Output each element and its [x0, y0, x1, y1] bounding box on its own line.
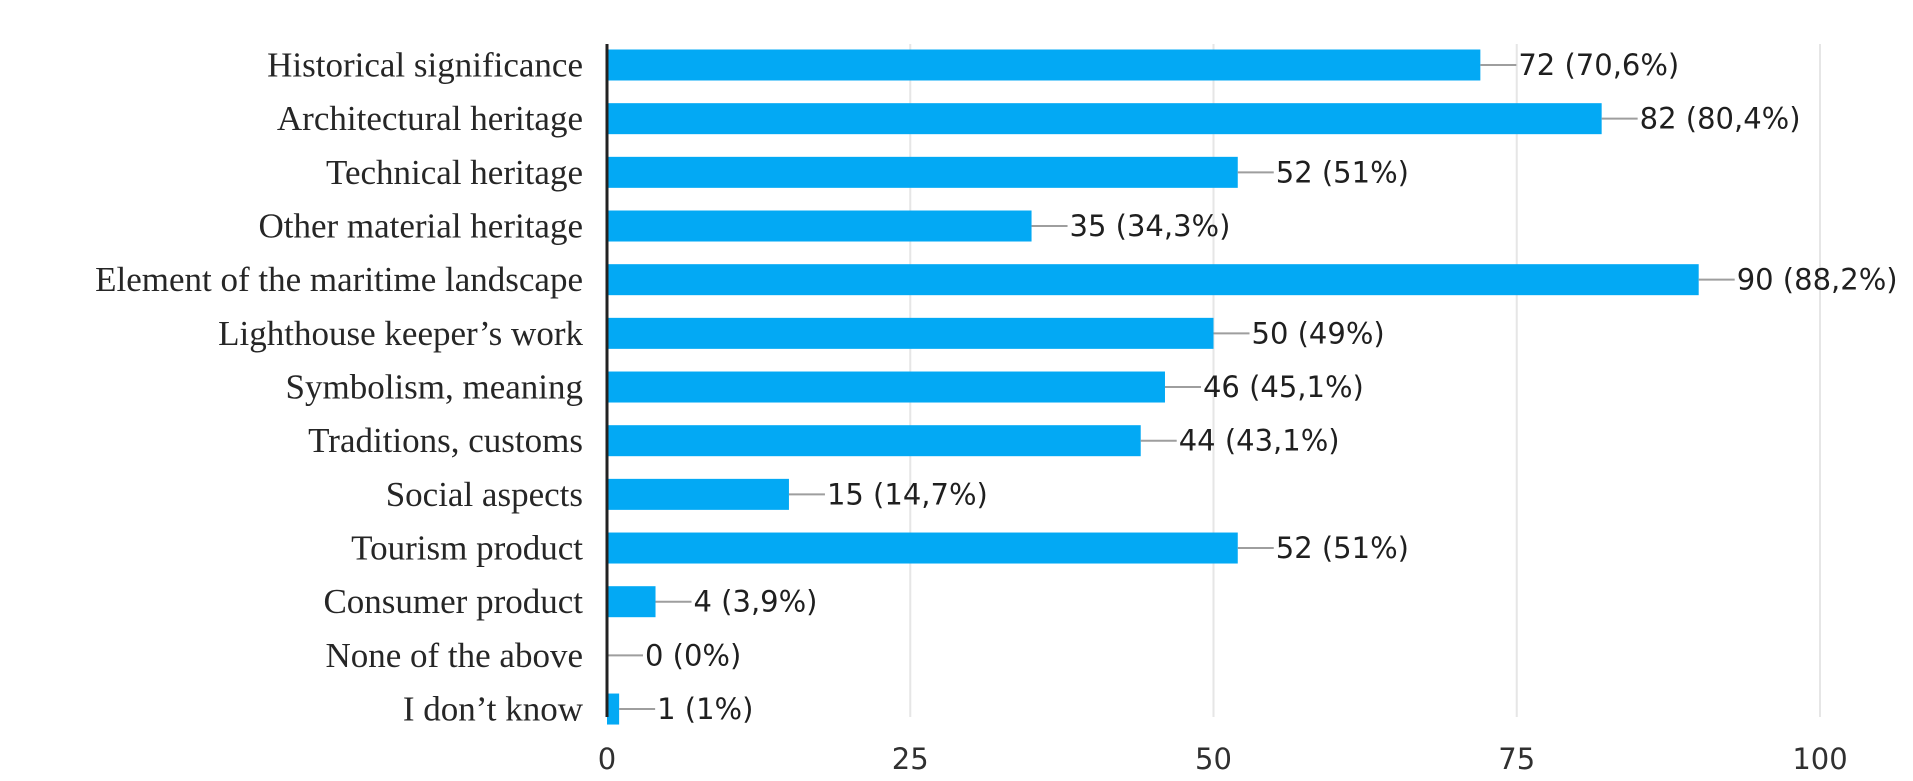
category-label: I don’t know: [403, 690, 584, 729]
data-label: 1 (1%): [657, 692, 753, 726]
category-label: Architectural heritage: [277, 99, 583, 138]
x-tick-label: 0: [598, 742, 616, 776]
bar: [607, 50, 1480, 81]
category-label: Element of the maritime landscape: [95, 260, 583, 299]
bar: [607, 479, 789, 510]
x-tick-label: 25: [892, 742, 929, 776]
category-label: None of the above: [325, 636, 583, 675]
bar: [607, 264, 1699, 295]
bar: [607, 211, 1032, 242]
data-label: 50 (49%): [1252, 316, 1385, 350]
category-labels: Historical significance Architectural her…: [95, 46, 584, 729]
x-tick-label: 75: [1498, 742, 1535, 776]
data-label: 90 (88,2%): [1737, 263, 1898, 297]
category-label: Social aspects: [386, 475, 583, 514]
bar: [607, 694, 619, 725]
data-label: 72 (70,6%): [1518, 48, 1679, 82]
category-label: Lighthouse keeper’s work: [218, 314, 583, 353]
data-label: 82 (80,4%): [1640, 102, 1801, 136]
bar: [607, 372, 1165, 403]
bar-chart: Historical significance Architectural her…: [0, 0, 1913, 781]
data-label: 0 (0%): [645, 638, 741, 672]
category-label: Tourism product: [351, 529, 583, 568]
category-label: Symbolism, meaning: [286, 368, 584, 407]
x-axis-ticks: 0 25 50 75 100: [598, 742, 1848, 776]
bar: [607, 318, 1214, 349]
category-label: Traditions, customs: [308, 421, 583, 460]
data-label: 46 (45,1%): [1203, 370, 1364, 404]
bar: [607, 586, 656, 617]
bar: [607, 533, 1238, 564]
bar: [607, 425, 1141, 456]
data-label: 52 (51%): [1276, 155, 1409, 189]
category-label: Other material heritage: [258, 207, 583, 246]
bars: [607, 50, 1699, 725]
data-label: 35 (34,3%): [1070, 209, 1231, 243]
category-label: Historical significance: [267, 46, 583, 85]
x-tick-label: 50: [1195, 742, 1232, 776]
category-label: Consumer product: [323, 582, 583, 621]
bar: [607, 103, 1602, 134]
data-label: 44 (43,1%): [1179, 424, 1340, 458]
x-tick-label: 100: [1792, 742, 1847, 776]
data-label: 4 (3,9%): [694, 585, 818, 619]
category-label: Technical heritage: [326, 153, 583, 192]
bar: [607, 157, 1238, 188]
data-label: 15 (14,7%): [827, 477, 988, 511]
data-label: 52 (51%): [1276, 531, 1409, 565]
